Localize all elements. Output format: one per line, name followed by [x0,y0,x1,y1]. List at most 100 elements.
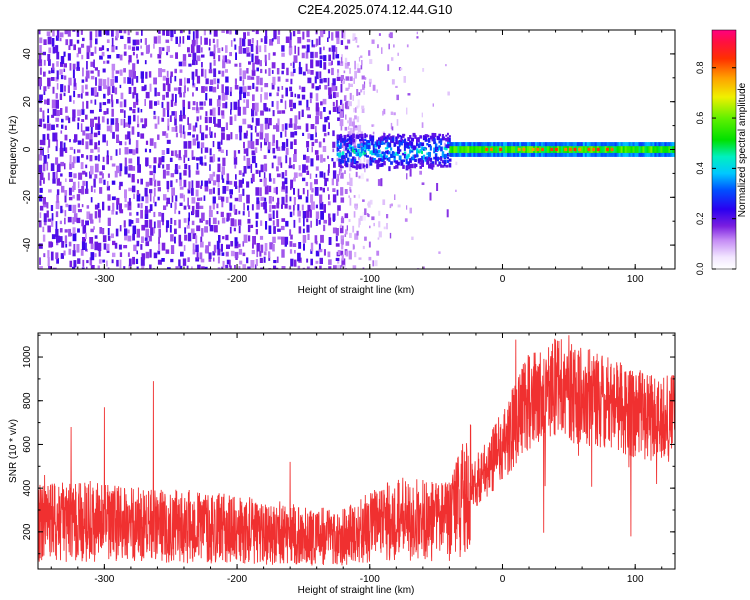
spectrogram-cell [140,178,143,185]
spectrogram-cell [307,233,310,240]
spectrogram-cell [340,197,345,203]
spectrogram-cell [141,224,146,231]
spectrogram-cell [364,138,367,141]
spectrogram-cell [332,188,336,192]
spectrogram-cell [220,211,224,217]
spectrogram-cell [564,147,568,152]
spectrogram-cell [149,170,153,176]
spectrogram-cell [366,163,370,168]
spectrogram-cell [208,210,213,218]
spectrogram-cell [76,244,80,253]
spectrogram-cell [131,174,135,183]
spectrogram-cell [347,62,350,66]
spectrogram-cell [497,146,500,153]
spectrogram-cell [393,112,396,116]
spectrogram-cell [161,69,166,73]
spectrogram-cell [438,251,441,254]
spectrogram-cell [73,173,77,179]
spectrogram-cell [359,133,361,138]
spectrogram-cell [440,142,443,146]
spectrogram-cell [39,187,43,193]
spectrogram-cell [250,224,254,228]
spectrogram-cell [124,157,127,166]
spectrogram-cell [162,30,165,36]
spectrogram-cell [80,249,84,256]
spectrogram-cell [612,146,616,153]
spectrogram-cell [294,115,298,124]
spectrogram-cell [166,220,170,228]
spectrogram-cell [204,134,208,139]
spectrogram-cell [388,137,392,140]
spectrogram-cell [179,172,182,180]
spectrogram-cell [90,243,94,250]
spectrogram-cell [101,51,105,57]
spectrogram-cell [175,132,178,138]
spectrogram-cell [345,142,348,148]
spectrogram-cell [94,67,98,71]
spectrogram-cell [608,146,612,153]
spectrogram-cell [186,265,189,269]
spectrogram-cell [103,85,107,90]
spectrogram-cell [345,87,349,91]
spectrogram-cell [331,178,334,186]
spectrogram-cell [271,142,275,147]
spectrogram-cell [335,47,338,55]
spectrogram-cell [335,257,340,261]
spectrogram-cell [356,63,360,70]
spectrogram-cell [405,143,409,149]
spectrogram-cell [318,141,322,148]
spectrogram-cell [264,69,267,74]
spectrogram-cell [348,126,350,130]
spectrogram-cell [305,156,310,163]
spectrogram-cell [233,38,236,42]
spectrogram-cell [72,194,75,199]
spectrogram-cell [346,151,350,154]
spectrogram-cell [158,157,162,165]
spectrogram-cell [239,37,242,47]
spectrogram-cell [39,37,43,44]
spectrogram-cell [94,46,97,54]
spectrogram-cell [336,76,341,81]
spectrogram-cell [527,146,530,153]
spectrogram-cell [386,214,389,219]
spectrogram-cell [116,54,120,59]
spectrogram-cell [111,94,113,102]
spectrogram-cell [51,242,54,247]
spectrogram-cell [290,107,293,112]
spectrogram-cell [39,212,42,219]
spectrogram-cell [393,154,396,159]
spectrogram-cell [298,100,302,106]
spectrogram-cell [80,123,83,132]
spectrogram-cell [48,189,52,193]
colorbar-tick-label: 0.4 [695,162,705,175]
spectrogram-cell [93,87,97,96]
spectrogram-cell [174,202,177,210]
spectrogram-cell [438,146,441,150]
spectrogram-cell [132,51,135,56]
spectrogram-cell [106,30,110,36]
spectrogram-cell [43,201,47,208]
spectrogram-cell [371,39,375,44]
spectrogram-cell [204,266,208,269]
spectrogram-cell [205,125,208,131]
spectrogram-cell [378,149,381,153]
spectrogram-cell [47,250,50,259]
spectrogram-cell [158,59,162,64]
spectrogram-cell [417,137,420,143]
spectrogram-cell [281,142,286,149]
spectrogram-cell [217,107,221,116]
spectrogram-cell [378,33,381,36]
spectrogram-cell [315,218,318,226]
spectrogram-cell [381,158,385,162]
spectrogram-cell [144,84,147,91]
spectrogram-cell [124,228,128,236]
spectrogram-cell [441,151,445,154]
spectrogram-cell [162,83,166,92]
spectrogram-cell [412,133,416,137]
spectrogram-cell [135,147,139,154]
spectrogram-cell [47,154,50,159]
spectrogram-cell [213,59,216,66]
spectrogram-cell [372,158,376,161]
spectrogram-cell [354,251,357,258]
spectrogram-cell [178,150,181,158]
